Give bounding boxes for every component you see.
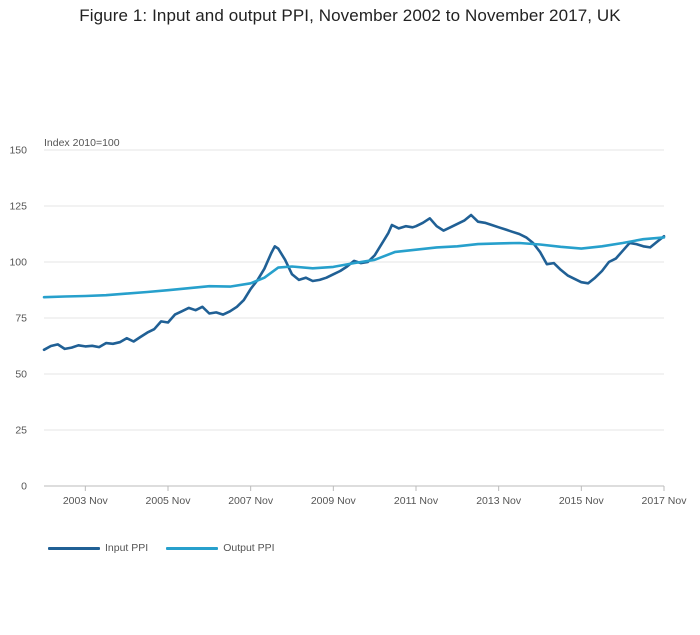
y-tick-label: 25 (15, 425, 27, 437)
legend-swatch-input (48, 546, 100, 550)
y-tick-label: 125 (9, 201, 27, 213)
y-tick-label: 75 (15, 313, 27, 325)
x-tick-label: 2015 Nov (559, 495, 605, 507)
y-tick-label: 0 (21, 481, 27, 493)
y-tick-label: 150 (9, 145, 27, 157)
x-tick-label: 2013 Nov (476, 495, 522, 507)
y-tick-label: 50 (15, 369, 27, 381)
axes (44, 485, 665, 491)
x-tick-label: 2011 Nov (394, 495, 439, 507)
chart-title: Figure 1: Input and output PPI, November… (79, 6, 621, 25)
grid-lines (44, 149, 664, 431)
legend-swatch-output (166, 546, 219, 550)
unit-label: Index 2010=100 (44, 137, 120, 149)
legend-item-output[interactable]: Output PPI (166, 542, 275, 554)
x-tick-label: 2009 Nov (311, 495, 357, 507)
y-tick-label: 100 (9, 257, 27, 269)
x-tick-label: 2007 Nov (228, 495, 274, 507)
x-tick-label: 2005 Nov (146, 495, 192, 507)
series-lines (42, 213, 666, 352)
series-line-input-ppi[interactable] (42, 213, 666, 352)
series-line-output-ppi[interactable] (42, 236, 666, 299)
legend-label-input: Input PPI (105, 542, 149, 554)
legend-label-output: Output PPI (223, 542, 275, 554)
legend: Input PPI Output PPI (48, 542, 293, 554)
legend-item-input[interactable]: Input PPI (48, 542, 148, 554)
x-tick-label: 2017 Nov (642, 495, 688, 507)
tick-labels: 0 25 50 75 100 125 150 2003 Nov 2005 Nov 2007 Nov… (9, 145, 687, 508)
x-tick-label: 2003 Nov (63, 495, 109, 507)
